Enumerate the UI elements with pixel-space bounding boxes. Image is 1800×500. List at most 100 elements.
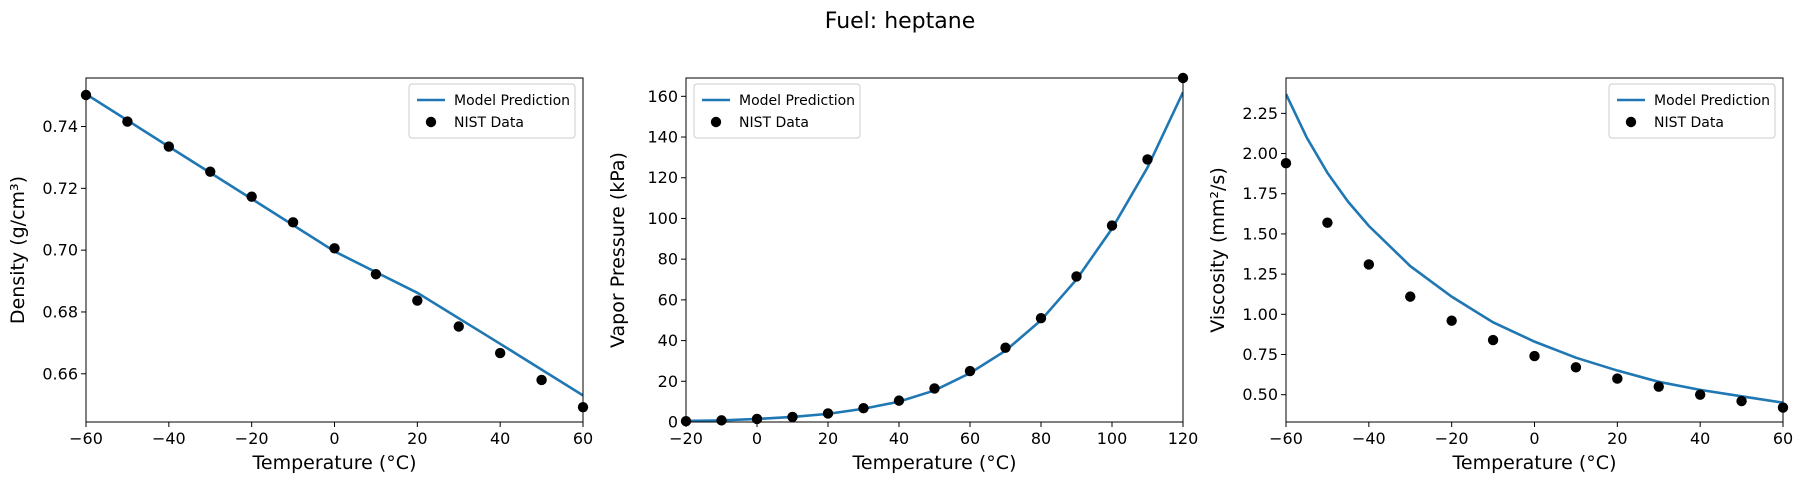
- y-tick-label: 0.74: [42, 117, 78, 136]
- x-tick-label: 20: [407, 429, 427, 448]
- nist-data-point: [453, 321, 464, 332]
- legend-box: [408, 83, 576, 139]
- legend-label-nist: NIST Data: [454, 115, 524, 131]
- nist-data-point: [1612, 373, 1623, 384]
- x-tick-label: 0: [1529, 429, 1539, 448]
- y-tick-label: 20: [658, 372, 678, 391]
- legend-label-model: Model Prediction: [454, 93, 570, 109]
- x-tick-label: 120: [1168, 429, 1199, 448]
- nist-data-point: [858, 402, 869, 414]
- legend-marker-swatch: [1625, 116, 1637, 128]
- y-axis-label: Vapor Pressure (kPa): [607, 152, 629, 348]
- x-tick-label: −20: [669, 429, 703, 448]
- x-tick-label: 60: [1773, 429, 1793, 448]
- nist-data-point: [1487, 334, 1499, 346]
- nist-data-point: [1736, 395, 1747, 407]
- legend-label-model: Model Prediction: [739, 93, 855, 109]
- y-tick-label: 0: [668, 413, 678, 432]
- nist-data-point: [163, 141, 175, 152]
- nist-data-point: [412, 295, 423, 306]
- y-tick-label: 80: [658, 250, 678, 269]
- nist-data-point: [964, 365, 976, 377]
- model-prediction-line: [1286, 93, 1783, 404]
- y-tick-label: 0.66: [42, 364, 78, 383]
- nist-data-point: [246, 191, 257, 202]
- nist-data-point: [122, 116, 133, 127]
- nist-data-point: [1446, 315, 1457, 326]
- x-tick-label: 100: [1097, 429, 1128, 448]
- x-tick-label: −60: [1269, 429, 1303, 448]
- nist-data-point: [329, 243, 340, 254]
- nist-data-point: [1322, 217, 1333, 228]
- nist-data-point: [370, 269, 382, 280]
- y-tick-label: 120: [647, 168, 678, 187]
- legend-box: [1608, 83, 1776, 139]
- y-axis-label: Viscosity (mm²/s): [1207, 167, 1229, 333]
- viscosity-chart: −60 −40 −20 0 20 40 60 0.50 0.75 1.00 1.25 1.50 1.75…: [1207, 77, 1793, 474]
- nist-data-point: [787, 411, 798, 423]
- x-axis-label: Temperature (°C): [252, 452, 417, 474]
- x-tick-label: −60: [69, 429, 103, 448]
- nist-data-point: [929, 383, 940, 394]
- figure-title: Fuel: heptane: [825, 9, 975, 34]
- x-tick-label: 20: [818, 429, 838, 448]
- nist-data-point: [1694, 389, 1706, 400]
- x-tick-label: 60: [960, 429, 980, 448]
- y-tick-label: 1.75: [1242, 184, 1278, 203]
- y-tick-label: 2.25: [1242, 104, 1278, 123]
- y-tick-label: 0.50: [1242, 385, 1278, 404]
- model-prediction-line: [686, 91, 1183, 422]
- legend-label-nist: NIST Data: [1654, 115, 1724, 131]
- legend-marker-swatch: [425, 116, 437, 128]
- y-tick-label: 2.00: [1242, 144, 1278, 163]
- density-chart: −60 −40 −20 0 20 40 60 0.66 0.68 0.70 0.72 0.74 Temp…: [7, 77, 593, 474]
- y-tick-label: 0.72: [42, 179, 78, 198]
- nist-data-point: [494, 347, 506, 359]
- y-axis-label: Density (g/cm³): [7, 176, 29, 324]
- nist-data-point: [1363, 259, 1375, 270]
- nist-data-point: [205, 166, 216, 177]
- x-tick-label: −20: [235, 429, 269, 448]
- axes-frame: [685, 77, 1184, 423]
- nist-data-point: [1106, 220, 1118, 231]
- x-tick-label: 0: [752, 429, 762, 448]
- y-tick-label: 1.25: [1242, 265, 1278, 284]
- x-tick-label: 0: [329, 429, 339, 448]
- nist-data-point: [536, 374, 547, 386]
- y-tick-label: 140: [647, 128, 678, 147]
- x-tick-label: 40: [1690, 429, 1710, 448]
- vapor-pressure-chart: −20 0 20 40 60 80 100 120020406080100120140160T…: [607, 72, 1199, 474]
- x-axis-label: Temperature (°C): [1452, 452, 1617, 474]
- nist-data-point: [822, 408, 834, 419]
- x-tick-label: 40: [490, 429, 510, 448]
- y-tick-label: 40: [658, 331, 678, 350]
- x-tick-label: −40: [1352, 429, 1386, 448]
- legend-label-nist: NIST Data: [739, 115, 809, 131]
- nist-data-point: [1529, 350, 1540, 362]
- x-axis-label: Temperature (°C): [852, 452, 1017, 474]
- nist-data-point: [1142, 154, 1153, 165]
- nist-data-point: [716, 415, 727, 426]
- y-tick-label: 160: [647, 87, 678, 106]
- nist-data-point: [893, 395, 905, 406]
- x-tick-label: 80: [1031, 429, 1051, 448]
- x-tick-label: 60: [573, 429, 593, 448]
- nist-data-point: [287, 217, 299, 228]
- nist-data-point: [1653, 381, 1664, 392]
- legend: Model Prediction NIST Data: [1608, 83, 1776, 139]
- nist-data-point: [1000, 342, 1011, 353]
- y-tick-label: 1.00: [1242, 305, 1278, 324]
- nist-data-point: [1071, 271, 1082, 282]
- y-tick-label: 1.50: [1242, 224, 1278, 243]
- y-tick-label: 60: [658, 290, 678, 309]
- legend: Model Prediction NIST Data: [693, 83, 861, 139]
- nist-data-point: [1035, 312, 1047, 324]
- nist-data-point: [1570, 362, 1582, 373]
- x-tick-label: 40: [889, 429, 909, 448]
- legend-box: [693, 83, 861, 139]
- x-tick-label: 20: [1607, 429, 1627, 448]
- nist-data-point: [1405, 291, 1416, 302]
- x-tick-label: −40: [152, 429, 186, 448]
- y-tick-label: 0.70: [42, 241, 78, 260]
